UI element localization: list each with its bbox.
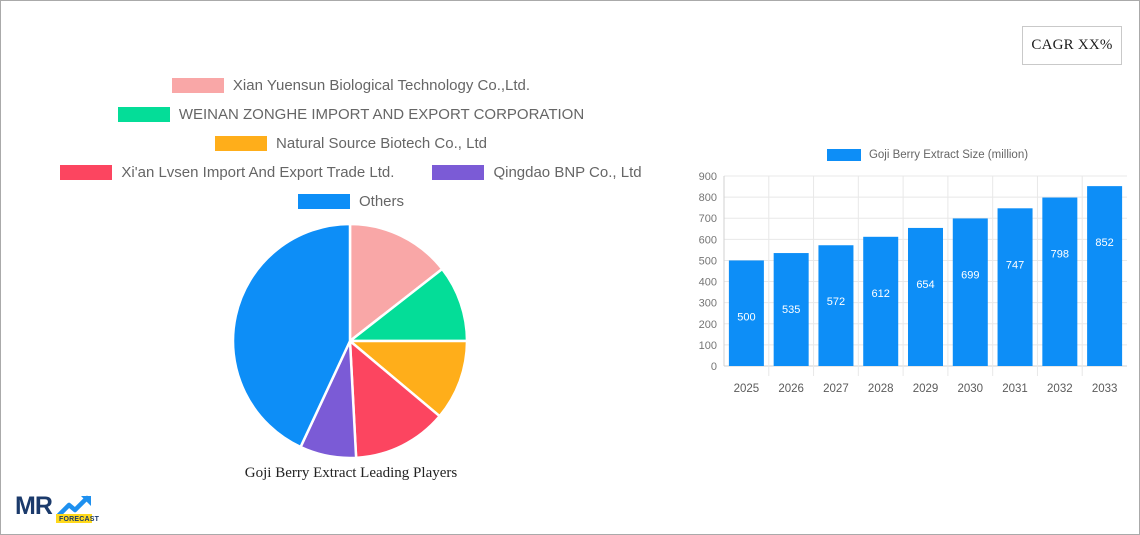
legend-row: Xi'an Lvsen Import And Export Trade Ltd.… xyxy=(21,158,681,187)
legend-item-natural-source: Natural Source Biotech Co., Ltd xyxy=(215,135,487,152)
legend-item-label: Xi'an Lvsen Import And Export Trade Ltd. xyxy=(121,164,395,181)
legend-swatch-icon xyxy=(432,165,485,180)
bar-series: 500 535 572 612 654 699 747 798 852 xyxy=(728,186,1123,366)
bar-y-axis-ticks: 0 100 200 300 400 500 600 700 800 900 xyxy=(699,171,717,373)
y-axis-tick-label: 500 xyxy=(699,255,717,267)
bar-value-label: 852 xyxy=(1095,237,1113,249)
y-axis-tick-label: 600 xyxy=(699,234,717,246)
legend-row: Xian Yuensun Biological Technology Co.,L… xyxy=(21,71,681,100)
legend-item-xian-lvsen: Xi'an Lvsen Import And Export Trade Ltd. xyxy=(60,164,394,181)
bar-value-label: 535 xyxy=(782,304,800,316)
y-axis-tick-label: 100 xyxy=(699,340,717,352)
bar-chart-legend: Goji Berry Extract Size (million) xyxy=(724,144,1131,166)
x-axis-tick-label: 2027 xyxy=(823,383,849,395)
legend-item-label: Others xyxy=(358,193,404,210)
legend-item-weinan-zonghe: WEINAN ZONGHE IMPORT AND EXPORT CORPORAT… xyxy=(117,106,585,123)
x-axis-tick-label: 2031 xyxy=(1002,383,1028,395)
y-axis-tick-label: 700 xyxy=(699,213,717,225)
pie-slice xyxy=(348,338,442,459)
legend-swatch-icon xyxy=(826,149,861,161)
legend-swatch-icon xyxy=(215,136,268,151)
bar-value-label: 747 xyxy=(1006,259,1024,271)
pie-chart-caption: Goji Berry Extract Leading Players xyxy=(244,465,458,481)
logo-badge-text: FORECAST xyxy=(59,516,100,523)
x-axis-tick-label: 2030 xyxy=(957,383,983,395)
bar-value-label: 572 xyxy=(827,296,845,308)
legend-swatch-icon xyxy=(297,194,350,209)
bar xyxy=(773,253,809,366)
logo-arrow-icon xyxy=(56,495,90,518)
legend-item-label: Natural Source Biotech Co., Ltd xyxy=(276,135,487,152)
y-axis-tick-label: 300 xyxy=(699,298,717,310)
bar xyxy=(863,236,899,366)
y-axis-tick-label: 200 xyxy=(699,319,717,331)
legend-swatch-icon xyxy=(60,165,113,180)
legend-item-label: WEINAN ZONGHE IMPORT AND EXPORT CORPORAT… xyxy=(178,106,585,123)
pie-chart-svg xyxy=(232,223,468,459)
pie-chart xyxy=(232,223,468,459)
legend-swatch-icon xyxy=(117,107,170,122)
pie-slice xyxy=(346,339,468,418)
y-axis-tick-label: 400 xyxy=(699,277,717,289)
bar-chart-panel: Goji Berry Extract Size (million) 0 100 20… xyxy=(684,144,1131,409)
legend-item-others: Others xyxy=(297,193,404,210)
bar xyxy=(908,227,943,366)
x-axis-tick-label: 2025 xyxy=(734,383,760,395)
legend-item-qingdao-bnp: Qingdao BNP Co., Ltd xyxy=(432,164,642,181)
legend-row: Natural Source Biotech Co., Ltd xyxy=(21,129,681,158)
legend-row: Others xyxy=(21,187,681,216)
logo-arrowhead-icon xyxy=(81,496,91,506)
bar-legend-label: Goji Berry Extract Size (million) xyxy=(868,149,1029,161)
bar-value-label: 699 xyxy=(961,269,979,281)
pie-legend: Xian Yuensun Biological Technology Co.,L… xyxy=(21,71,681,216)
bar xyxy=(952,218,988,366)
legend-item-label: Qingdao BNP Co., Ltd xyxy=(493,164,642,181)
bar-x-axis-ticks: 2025 2026 2027 2028 2029 2030 2031 2032 2033 xyxy=(734,383,1118,395)
bar xyxy=(818,245,854,366)
mr-forecast-logo: MR FORECAST xyxy=(15,490,101,524)
bar-value-label: 500 xyxy=(737,311,755,323)
y-axis-tick-label: 800 xyxy=(699,192,717,204)
pie-slice-group xyxy=(232,223,468,459)
cagr-badge: CAGR XX% xyxy=(1022,26,1122,65)
x-axis-tick-label: 2032 xyxy=(1047,383,1073,395)
x-axis-tick-label: 2029 xyxy=(913,383,939,395)
legend-row: WEINAN ZONGHE IMPORT AND EXPORT CORPORAT… xyxy=(21,100,681,129)
bar xyxy=(997,208,1033,366)
cagr-label: CAGR XX% xyxy=(1031,37,1113,53)
bar xyxy=(1087,186,1123,366)
x-axis-tick-label: 2033 xyxy=(1092,383,1118,395)
logo-badge-bg xyxy=(56,514,92,523)
x-axis-tick-label: 2028 xyxy=(868,383,894,395)
x-axis-tick-label: 2026 xyxy=(778,383,804,395)
legend-item-xian-yuensun: Xian Yuensun Biological Technology Co.,L… xyxy=(171,77,531,94)
bar-value-label: 612 xyxy=(872,288,890,300)
logo-svg: MR FORECAST xyxy=(15,492,100,523)
pie-slice xyxy=(348,223,444,344)
bar xyxy=(728,260,764,366)
pie-slice xyxy=(232,223,352,449)
bar xyxy=(1042,197,1078,366)
y-axis-tick-label: 900 xyxy=(699,171,717,183)
pie-slice xyxy=(346,267,468,343)
legend-swatch-icon xyxy=(171,78,224,93)
bar-value-label: 654 xyxy=(916,279,934,291)
bar-value-label: 798 xyxy=(1051,249,1069,261)
legend-item-label: Xian Yuensun Biological Technology Co.,L… xyxy=(232,77,531,94)
logo-mark-text: MR xyxy=(15,492,53,520)
y-axis-tick-label: 0 xyxy=(711,361,717,373)
bar-chart-svg: 0 100 200 300 400 500 600 700 800 900 500 535 572 61… xyxy=(699,171,1127,395)
